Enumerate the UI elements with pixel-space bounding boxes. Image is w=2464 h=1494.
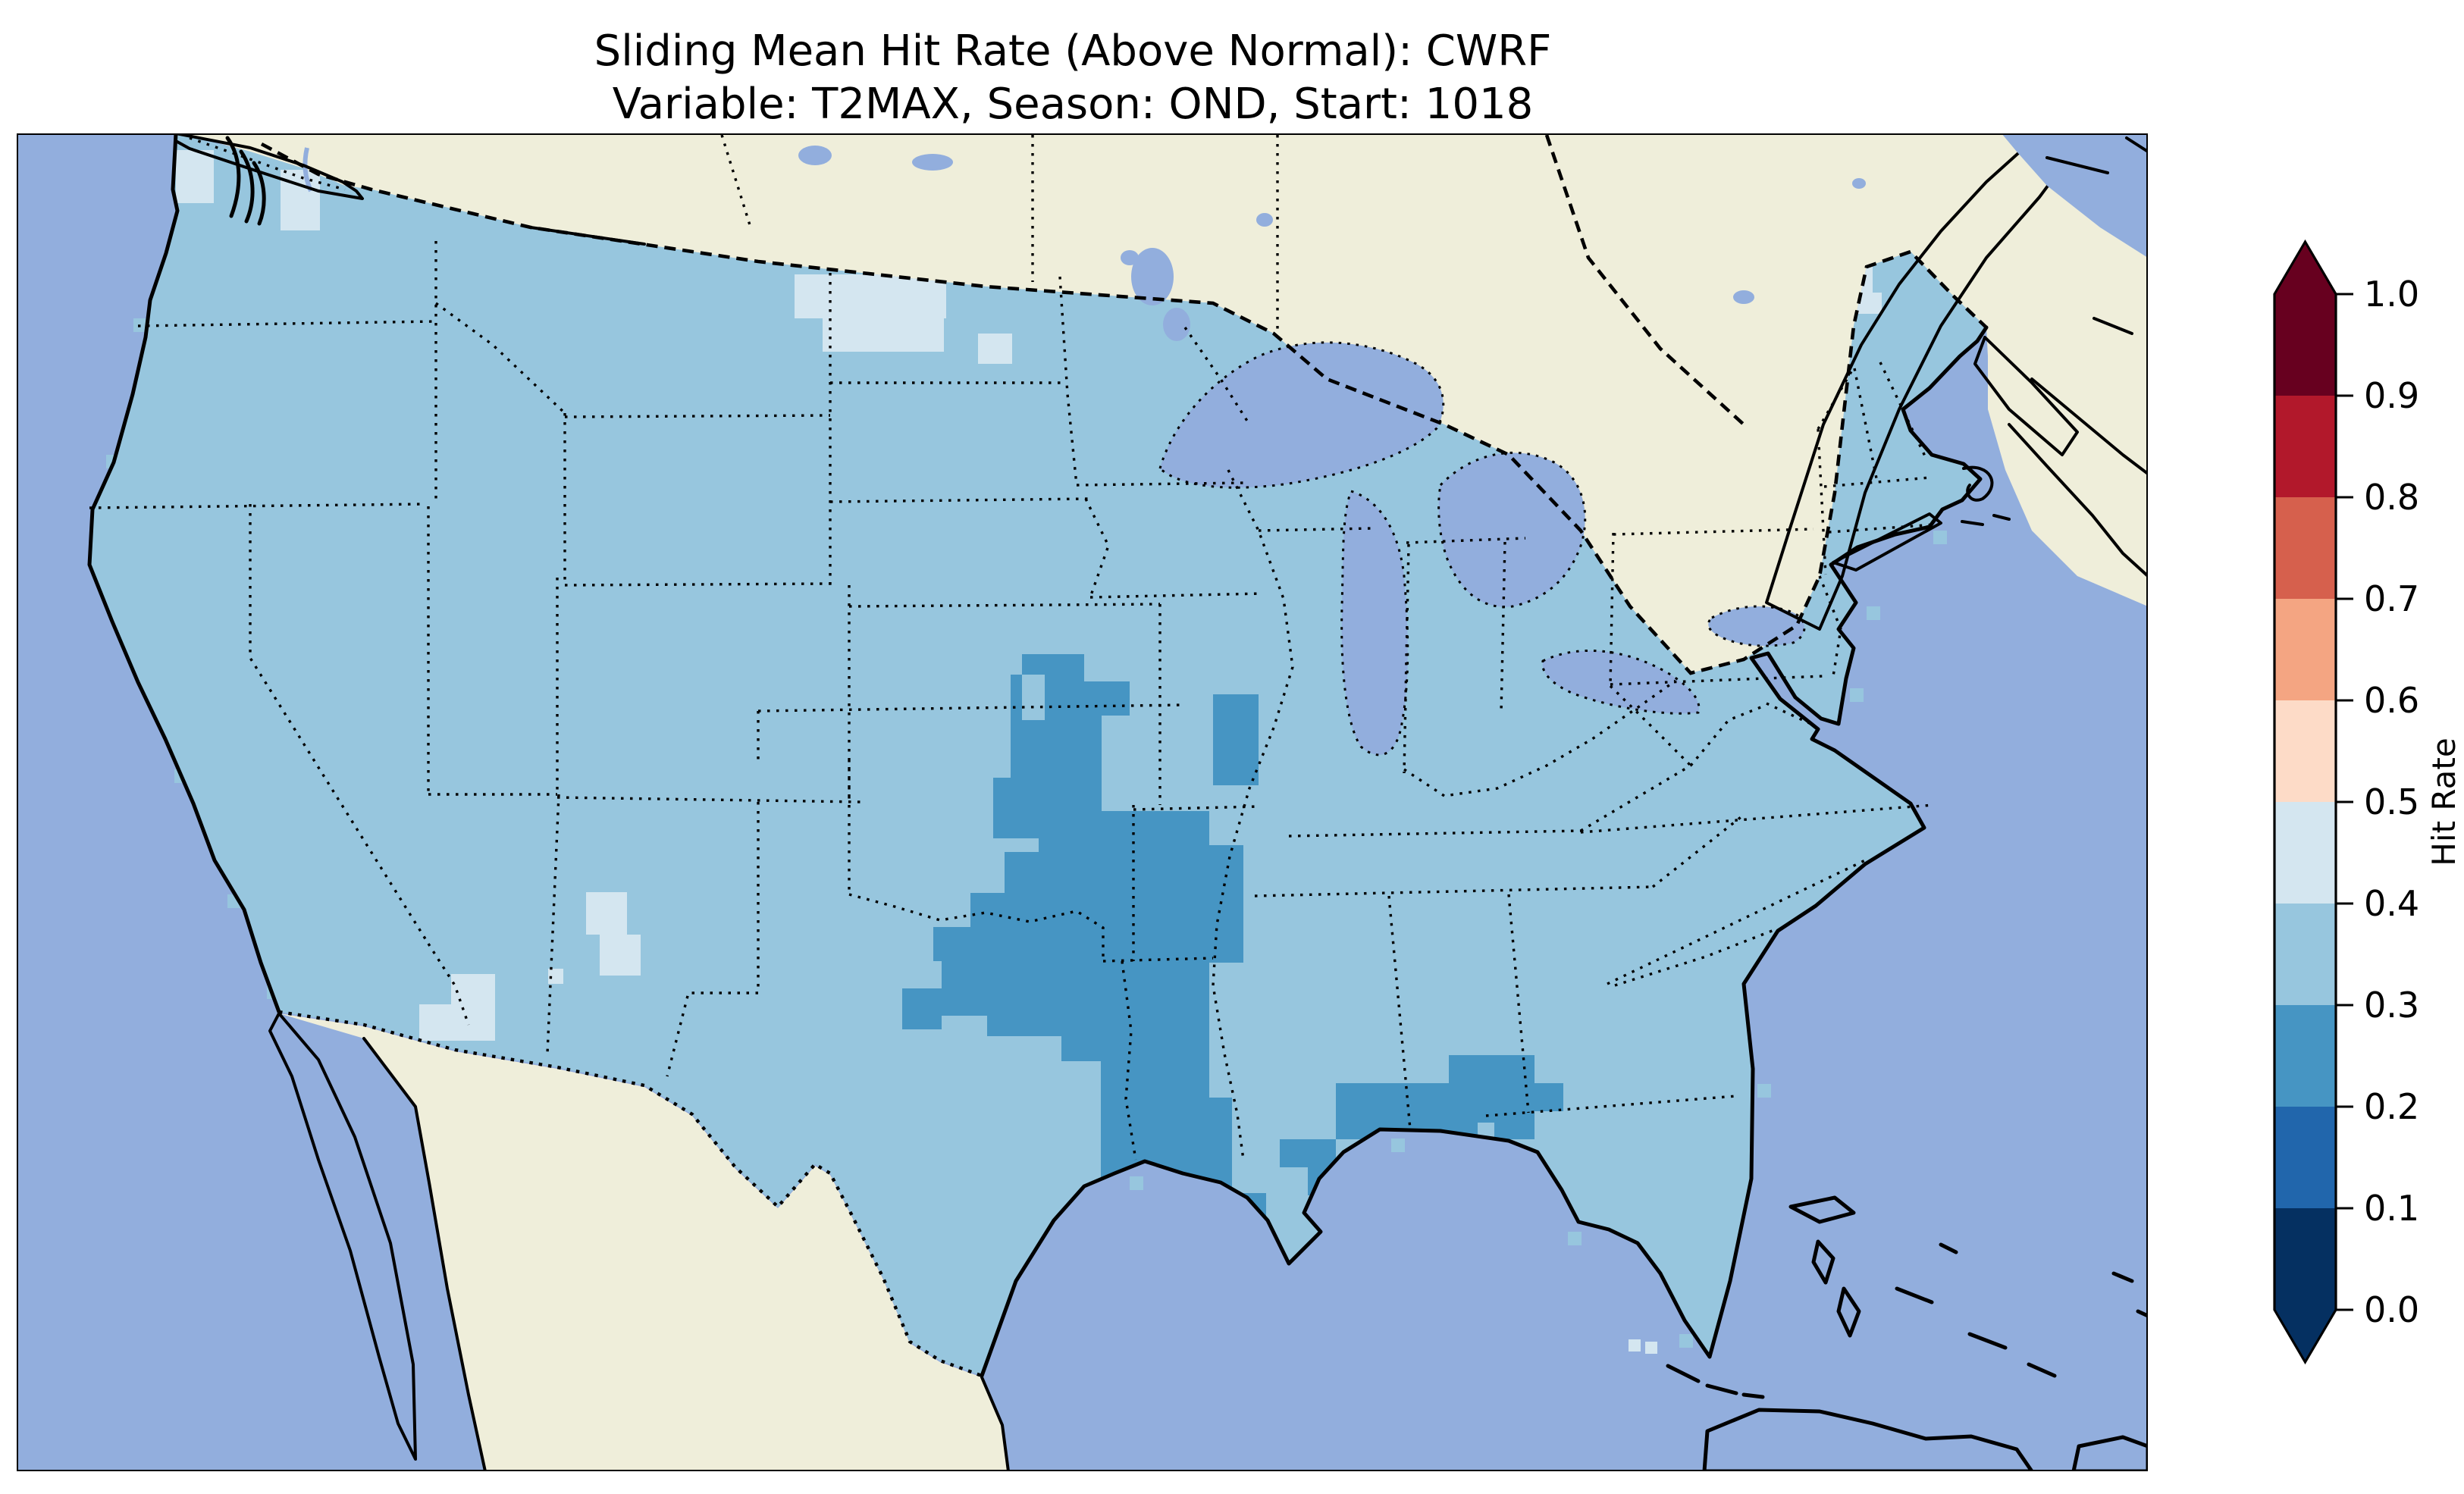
pale-cell-wa2 bbox=[281, 170, 320, 230]
colorbar-tick-label: 0.8 bbox=[2364, 477, 2419, 518]
pale-cell-az3 bbox=[548, 969, 563, 984]
hispaniola-edge bbox=[2071, 1435, 2148, 1471]
nova-scotia-coast bbox=[2008, 377, 2148, 578]
colorbar-tick-label: 0.3 bbox=[2364, 985, 2419, 1026]
colorbar-bin bbox=[2274, 599, 2336, 700]
border-river-segment bbox=[529, 226, 646, 246]
canada-landmass bbox=[182, 133, 2148, 673]
canada-province-borders bbox=[1544, 134, 1745, 426]
colorbar-bin bbox=[2274, 700, 2336, 802]
pale-cell-az1 bbox=[586, 892, 627, 935]
long-island bbox=[1832, 512, 1942, 572]
coastline-gulf-east bbox=[980, 325, 1989, 1378]
colorbar-tick-label: 0.0 bbox=[2364, 1289, 2419, 1330]
colorbar: 0.0 0.1 0.2 0.3 0.4 0.5 0.6 0.7 0.8 0.9 1.0 Hit Ra… bbox=[2273, 239, 2462, 1365]
colorbar-tick-label: 0.5 bbox=[2364, 781, 2419, 822]
colorbar-extend-under bbox=[2274, 1310, 2336, 1362]
lake-ontario bbox=[1707, 605, 1806, 647]
cuba bbox=[1702, 1408, 2034, 1471]
colorbar-bin bbox=[2274, 904, 2336, 1005]
colorbar-tick-labels: 0.0 0.1 0.2 0.3 0.4 0.5 0.6 0.7 0.8 0.9 1.0 bbox=[2364, 274, 2419, 1330]
coastline-west bbox=[87, 133, 281, 1014]
colorbar-tick-label: 0.7 bbox=[2364, 578, 2419, 619]
pale-cell-fl2 bbox=[1645, 1342, 1657, 1354]
pale-cell-fl1 bbox=[1629, 1339, 1641, 1351]
colorbar-tick-label: 0.1 bbox=[2364, 1188, 2419, 1229]
strait-juan-de-fuca bbox=[174, 133, 364, 200]
colorbar-bin bbox=[2274, 396, 2336, 497]
colorbar-ticks bbox=[2336, 293, 2353, 1311]
baja-california bbox=[268, 1012, 417, 1461]
puget-sound-coast bbox=[225, 136, 266, 226]
low-bin-redriver-block bbox=[902, 988, 942, 1029]
colorbar-bin bbox=[2274, 1208, 2336, 1310]
canada-lakes bbox=[303, 146, 2124, 341]
pale-cell-nd2 bbox=[823, 318, 944, 352]
colorbar-bin bbox=[2274, 802, 2336, 904]
cape-cod-hook bbox=[1962, 465, 1994, 502]
colorbar-bin bbox=[2274, 1107, 2336, 1208]
low-bin-main-blob bbox=[933, 654, 1266, 1258]
colorbar-tick-label: 0.6 bbox=[2364, 680, 2419, 721]
map-axes bbox=[17, 133, 2148, 1471]
colorbar-tick-label: 0.4 bbox=[2364, 883, 2419, 924]
colorbar-bin bbox=[2274, 294, 2336, 396]
bay-of-fundy bbox=[1973, 336, 2079, 456]
figure-title: Sliding Mean Hit Rate (Above Normal): CW… bbox=[594, 27, 1552, 76]
canada-province-borders-dotted bbox=[189, 134, 1279, 334]
gulf-of-st-lawrence bbox=[2002, 133, 2148, 258]
hit-rate-cells-pale bbox=[176, 150, 1882, 1041]
colorbar-bin bbox=[2274, 497, 2336, 599]
colorbar-tick-label: 1.0 bbox=[2364, 274, 2419, 315]
low-bin-semo-block bbox=[1213, 694, 1259, 785]
pale-cell-wa1 bbox=[176, 150, 214, 203]
florida-keys bbox=[1666, 1364, 1765, 1399]
lake-huron bbox=[1437, 451, 1587, 609]
colorbar-bin bbox=[2274, 1005, 2336, 1107]
lake-superior bbox=[1158, 341, 1445, 489]
colorbar-tick-label: 0.2 bbox=[2364, 1086, 2419, 1127]
pale-cell-nd3 bbox=[978, 334, 1012, 364]
base-bin-notch bbox=[1022, 675, 1045, 720]
northeast-islands bbox=[1961, 136, 2148, 526]
bahamas bbox=[1788, 1195, 2148, 1378]
colorbar-extend-over bbox=[2274, 242, 2336, 294]
colorbar-tick-label: 0.9 bbox=[2364, 375, 2419, 416]
us-canada-border bbox=[260, 142, 1988, 675]
pale-cell-nm1 bbox=[451, 974, 495, 1004]
mexico-coastline bbox=[362, 1037, 1010, 1471]
great-lakes bbox=[1158, 341, 1806, 756]
state-borders bbox=[89, 241, 1936, 1160]
pale-cell-az2 bbox=[600, 935, 641, 976]
colorbar-segments bbox=[2274, 242, 2336, 1362]
pale-cell-nd bbox=[795, 274, 946, 318]
colorbar-axis-label: Hit Rate bbox=[2425, 738, 2462, 866]
lake-michigan bbox=[1340, 490, 1409, 756]
pale-cell-nm2 bbox=[419, 1004, 495, 1041]
figure-subtitle: Variable: T2MAX, Season: OND, Start: 101… bbox=[613, 80, 1533, 129]
